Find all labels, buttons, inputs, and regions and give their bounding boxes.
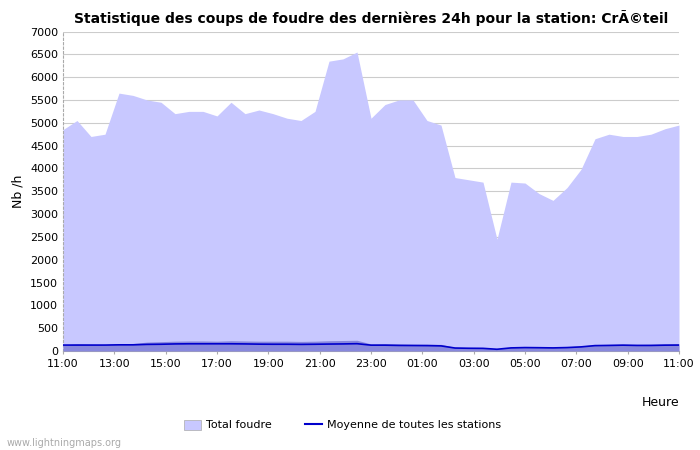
Text: Heure: Heure xyxy=(641,396,679,409)
Legend: Foudre détectée par CrÃ©teil: Foudre détectée par CrÃ©teil xyxy=(179,446,376,450)
Text: www.lightningmaps.org: www.lightningmaps.org xyxy=(7,438,122,448)
Title: Statistique des coups de foudre des dernières 24h pour la station: CrÃ©teil: Statistique des coups de foudre des dern… xyxy=(74,10,668,26)
Y-axis label: Nb /h: Nb /h xyxy=(11,175,25,208)
